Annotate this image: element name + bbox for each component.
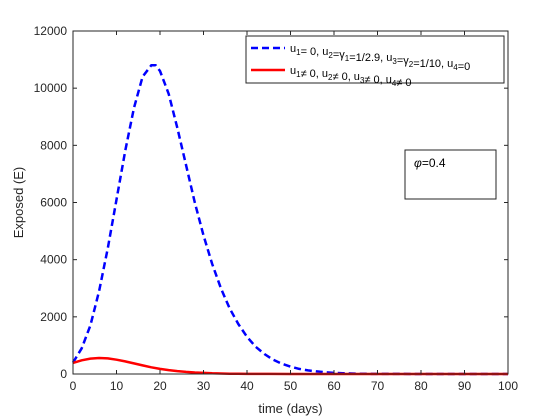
x-tick-label: 10 xyxy=(110,379,124,393)
annotation-value: =0.4 xyxy=(422,156,446,170)
legend-text-part: =γ xyxy=(397,55,409,67)
legend-text-part: =1/2.9, u xyxy=(349,52,392,64)
x-tick-label: 100 xyxy=(498,379,518,393)
legend: u1= 0, u2=γ1=1/2.9, u3=γ2=1/10, u4=0 u1≠… xyxy=(245,35,505,89)
legend-text-part: ≠ 0 xyxy=(396,77,411,89)
legend-text-part: =1/10, u xyxy=(413,58,453,70)
x-tick-label: 0 xyxy=(70,379,77,393)
legend-subscript: 4 xyxy=(453,63,458,72)
axis-ticks: 0 10 20 30 40 50 60 70 80 90 100 0 2000 4000 6000 8000 1… xyxy=(34,24,519,393)
legend-subscript: 2 xyxy=(328,51,333,60)
x-tick-label: 50 xyxy=(284,379,298,393)
y-tick-label: 0 xyxy=(60,367,67,381)
y-tick-label: 6000 xyxy=(40,196,67,210)
y-tick-label: 8000 xyxy=(40,138,67,152)
legend-text-part: u xyxy=(290,65,296,77)
legend-text-part: =0 xyxy=(458,61,471,73)
x-tick-label: 80 xyxy=(414,379,428,393)
legend-text-part: ≠ 0, u xyxy=(364,74,391,86)
legend-label-series-1: u1= 0, u2=γ1=1/2.9, u3=γ2=1/10, u4=0 xyxy=(290,43,470,73)
y-axis-title: Exposed (E) xyxy=(11,167,26,239)
legend-text-part: u xyxy=(290,43,296,55)
legend-subscript: 1 xyxy=(345,54,350,63)
legend-box xyxy=(245,35,505,84)
x-axis-title: time (days) xyxy=(258,401,322,416)
legend-text-part: = 0, u xyxy=(301,46,329,58)
x-tick-label: 70 xyxy=(371,379,385,393)
y-tick-label: 10000 xyxy=(34,81,68,95)
legend-subscript: 1 xyxy=(296,48,301,57)
legend-text-part: ≠ 0, u xyxy=(301,68,328,80)
x-tick-label: 30 xyxy=(197,379,211,393)
annotation-box xyxy=(404,149,497,200)
x-tick-label: 90 xyxy=(458,379,472,393)
plot-area xyxy=(73,31,508,374)
legend-subscript: 1 xyxy=(296,70,301,79)
annotation-text: φ=0.4 xyxy=(414,156,446,170)
y-tick-label: 2000 xyxy=(40,310,67,324)
parameter-annotation: φ=0.4 xyxy=(404,149,497,200)
legend-subscript: 2 xyxy=(328,73,333,82)
legend-subscript: 2 xyxy=(409,60,414,69)
x-tick-label: 40 xyxy=(240,379,254,393)
legend-text-part: ≠ 0, u xyxy=(332,71,359,83)
y-tick-label: 4000 xyxy=(40,253,67,267)
legend-subscript: 4 xyxy=(392,79,397,88)
x-tick-label: 20 xyxy=(153,379,167,393)
legend-subscript: 3 xyxy=(360,76,365,85)
annotation-symbol: φ xyxy=(414,156,422,170)
y-tick-label: 12000 xyxy=(34,24,68,38)
legend-label-series-2: u1≠ 0, u2≠ 0, u3≠ 0, u4≠ 0 xyxy=(290,65,412,89)
x-tick-label: 60 xyxy=(327,379,341,393)
legend-subscript: 3 xyxy=(392,57,397,66)
legend-text-part: =γ xyxy=(333,49,345,61)
